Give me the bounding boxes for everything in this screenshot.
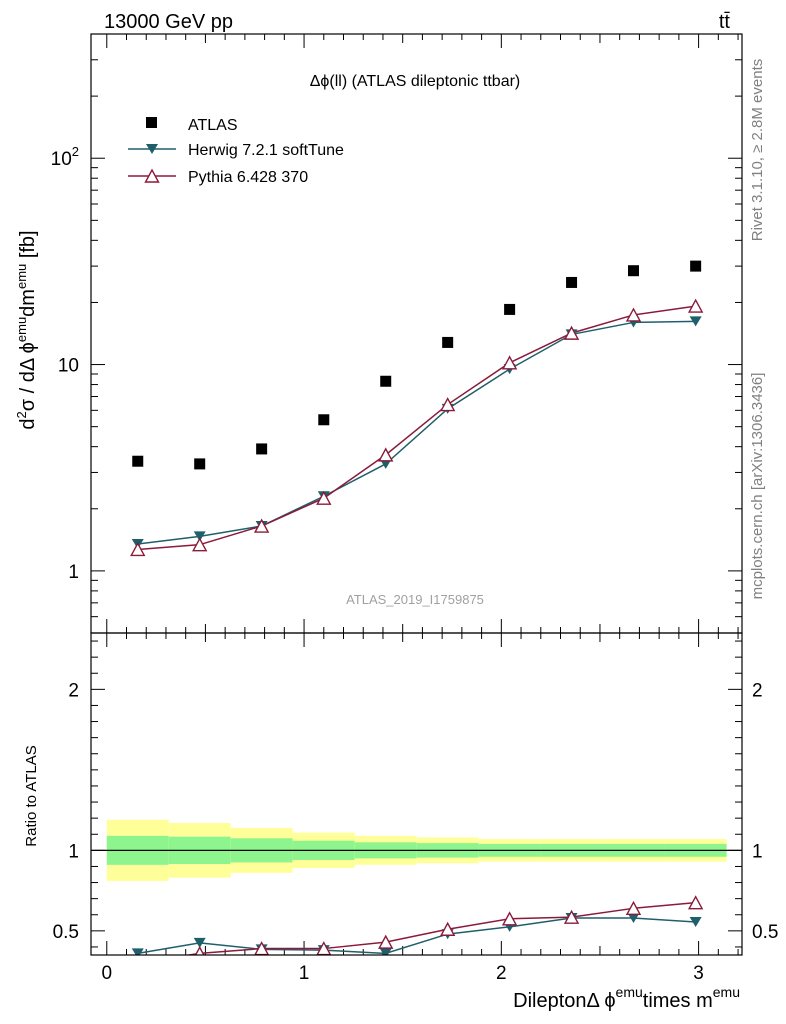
ratio-y-tick-label-left: 0.5 — [53, 922, 79, 943]
ratio-y-tick-label-left: 2 — [68, 680, 79, 701]
pythia-ratio-point — [625, 900, 642, 916]
ratio-frame — [90, 632, 743, 956]
ratio-ticks: 0.5 0.5 1 1 2 2 0 1 2 3 — [53, 633, 778, 984]
main-y-axis-label: d2σ / dΔ ϕemudmemu [fb] — [14, 230, 39, 429]
pythia-point — [192, 537, 208, 552]
y-tick-label: 1 — [68, 562, 79, 583]
legend-label-pythia: Pythia 6.428 370 — [188, 169, 308, 186]
atlas-point — [690, 260, 702, 272]
legend-marker-herwig — [146, 144, 158, 154]
analysis-watermark: ATLAS_2019_I1759875 — [346, 592, 484, 607]
ratio-y-tick-label-left: 1 — [68, 841, 79, 862]
ratio-line-pythia — [184, 901, 696, 955]
y-tick-label: 102 — [51, 144, 79, 170]
mcplots-label: mcplots.cern.ch [arXiv:1306.3436] — [749, 373, 766, 600]
legend-marker-atlas — [146, 117, 157, 128]
ratio-y-tick-label-right: 1 — [752, 841, 763, 862]
atlas-point — [380, 375, 392, 387]
pythia-point — [439, 397, 456, 412]
ratio-line-herwig — [137, 917, 696, 955]
pythia-point — [501, 355, 518, 370]
pythia-point — [316, 490, 332, 505]
herwig-ratio-point — [627, 912, 640, 923]
y-tick-label: 10 — [58, 356, 79, 377]
atlas-point — [194, 458, 206, 470]
header-left: 13000 GeV pp — [104, 11, 233, 33]
pythia-ratio-point — [501, 911, 518, 926]
pythia-point — [687, 298, 704, 313]
x-tick-label: 0 — [101, 963, 112, 984]
pythia-ratio-point — [439, 921, 456, 936]
pythia-point — [378, 447, 394, 462]
main-series — [130, 260, 704, 557]
atlas-point — [318, 414, 330, 426]
main-ticks: 1 10 102 — [51, 33, 742, 634]
series-line-herwig — [137, 320, 696, 545]
series-line-pythia — [137, 305, 696, 551]
ratio-uncertainty-band — [91, 819, 742, 881]
pythia-ratio-point — [194, 945, 205, 955]
herwig-ratio-point — [131, 948, 144, 955]
pythia-ratio-point — [563, 909, 580, 924]
chart-title: Δϕ(ll) (ATLAS dileptonic ttbar) — [310, 73, 521, 90]
herwig-ratio-point — [193, 937, 206, 948]
pythia-point — [563, 325, 580, 340]
atlas-point — [256, 443, 268, 455]
legend-item-herwig: Herwig 7.2.1 softTune — [128, 142, 344, 159]
ratio-y-axis-label: Ratio to ATLAS — [23, 745, 40, 846]
x-tick-label: 3 — [693, 963, 704, 984]
herwig-ratio-point — [689, 916, 702, 927]
legend-item-atlas: ATLAS — [146, 117, 238, 134]
pythia-point — [625, 307, 642, 322]
herwig-ratio-point — [379, 948, 392, 955]
rivet-version-label: Rivet 3.1.10, ≥ 2.8M events — [749, 59, 766, 242]
atlas-point — [628, 265, 639, 277]
pythia-ratio-point — [378, 934, 394, 949]
legend-item-pythia: Pythia 6.428 370 — [128, 168, 308, 186]
ratio-y-tick-label-right: 2 — [752, 680, 763, 701]
x-tick-label: 1 — [299, 963, 310, 984]
legend: ATLAS Herwig 7.2.1 softTune Pythia 6.428… — [128, 117, 344, 186]
atlas-point — [504, 303, 516, 315]
herwig-point — [689, 316, 702, 327]
pythia-point — [130, 542, 146, 557]
ratio-series — [131, 895, 704, 969]
pythia-ratio-point — [131, 957, 144, 969]
header-right: tt̄ — [719, 11, 731, 33]
pythia-point — [253, 518, 270, 533]
x-axis-label: DileptonΔ ϕemutimes memu — [513, 984, 740, 1012]
ratio-panel: 0.5 0.5 1 1 2 2 0 1 2 3 — [53, 632, 778, 984]
legend-label-herwig: Herwig 7.2.1 softTune — [188, 142, 344, 159]
herwig-point — [193, 531, 206, 542]
pythia-ratio-point — [687, 895, 704, 910]
legend-marker-pythia — [144, 168, 160, 183]
legend-label-atlas: ATLAS — [188, 117, 238, 134]
atlas-point — [566, 276, 578, 288]
ratio-y-tick-label-right: 0.5 — [752, 922, 778, 943]
atlas-point — [442, 336, 454, 348]
atlas-point — [132, 455, 144, 467]
main-panel: 1 10 102 — [51, 33, 743, 634]
x-tick-label: 2 — [496, 963, 507, 984]
